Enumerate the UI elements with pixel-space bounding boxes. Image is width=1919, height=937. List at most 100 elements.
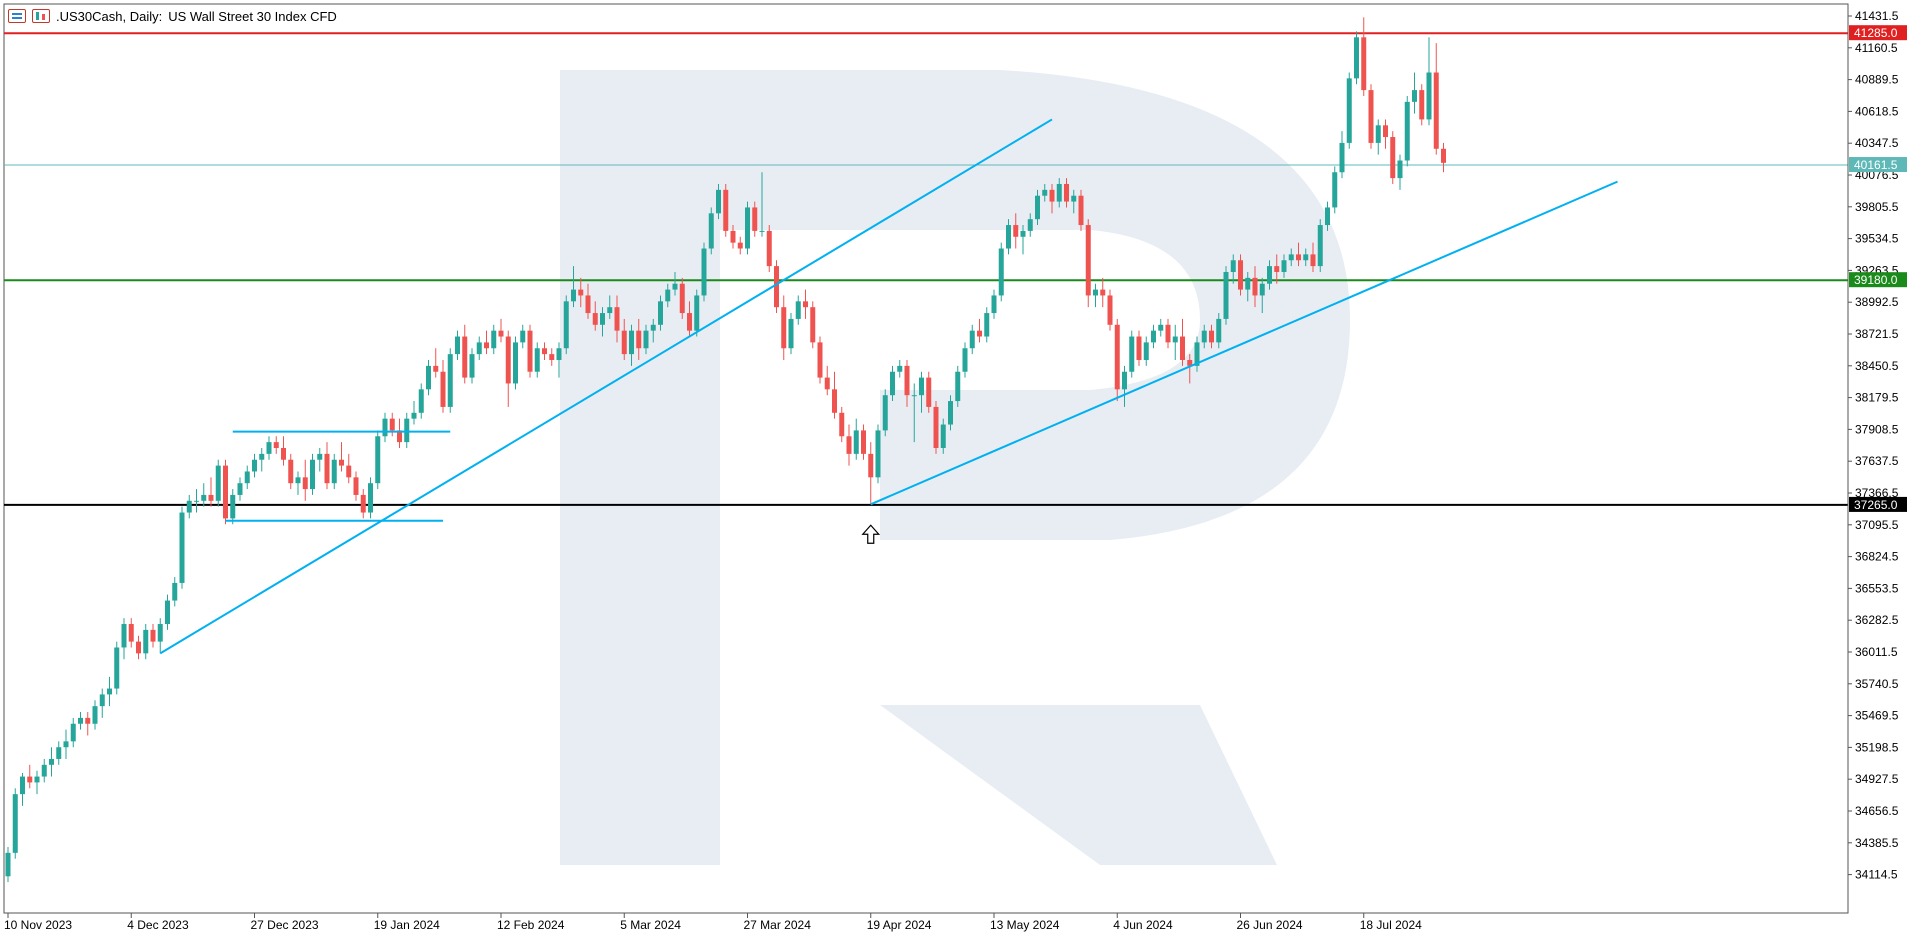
- candle: [846, 424, 852, 466]
- candles-icon[interactable]: [32, 9, 50, 23]
- y-tick-label: 41431.5: [1855, 9, 1899, 23]
- candle-body: [803, 301, 808, 308]
- candle-body: [969, 330, 975, 349]
- candle: [600, 307, 605, 337]
- candle: [1354, 31, 1359, 85]
- candle: [1238, 254, 1243, 296]
- candle-body: [534, 348, 540, 372]
- price-label-bg: [1849, 272, 1907, 288]
- candle: [694, 289, 700, 337]
- candle-body: [1238, 260, 1243, 290]
- candle-body: [186, 500, 192, 513]
- candle: [774, 260, 779, 314]
- candle: [563, 295, 569, 355]
- y-tick-label: 40347.5: [1855, 136, 1899, 150]
- candle: [1296, 242, 1301, 267]
- candle: [368, 477, 373, 519]
- candle-body: [237, 483, 243, 495]
- candle-body: [1288, 254, 1294, 261]
- candle: [114, 641, 120, 695]
- candle-body: [462, 336, 468, 378]
- candle-body: [1006, 225, 1011, 249]
- candle: [440, 359, 446, 413]
- candle-body: [875, 430, 881, 478]
- candle: [708, 207, 714, 255]
- candle-body: [70, 723, 76, 742]
- candle-body: [650, 324, 656, 331]
- candle: [266, 436, 272, 460]
- candle: [1310, 242, 1316, 272]
- candle: [520, 324, 526, 349]
- price-label-text: 40161.5: [1854, 158, 1898, 172]
- candle: [411, 401, 417, 425]
- candle-body: [368, 483, 373, 513]
- candle-body: [1245, 277, 1251, 290]
- candle-body: [1151, 330, 1156, 343]
- y-tick-label: 37908.5: [1855, 422, 1899, 436]
- candle-body: [1209, 330, 1214, 343]
- candle: [1404, 95, 1410, 167]
- candle: [1020, 225, 1026, 255]
- candle-body: [759, 230, 765, 232]
- candle: [462, 324, 468, 384]
- candle: [810, 301, 816, 349]
- candle-body: [832, 389, 837, 413]
- candle: [1390, 131, 1396, 184]
- candle: [1383, 119, 1388, 149]
- candle: [244, 465, 250, 490]
- candle-body: [592, 313, 598, 325]
- candle: [1223, 266, 1229, 325]
- candle: [491, 324, 497, 355]
- candle: [194, 489, 199, 513]
- candle: [585, 283, 591, 319]
- y-tick-label: 35740.5: [1855, 677, 1899, 691]
- candle-body: [346, 465, 352, 478]
- y-tick-label: 34114.5: [1855, 868, 1898, 882]
- candle: [136, 635, 141, 660]
- candle: [766, 225, 772, 272]
- candle-body: [643, 330, 649, 349]
- support-green-price-label: 39180.0: [1849, 272, 1907, 288]
- chart-list-icon[interactable]: [8, 9, 26, 23]
- candle-body: [92, 706, 98, 724]
- candle-body: [810, 307, 816, 343]
- candle-body: [991, 295, 997, 314]
- candle-body: [121, 624, 127, 648]
- candle: [621, 318, 627, 360]
- candle-body: [904, 365, 910, 396]
- candle-body: [527, 330, 533, 372]
- candle-body: [1383, 125, 1388, 138]
- candle: [281, 436, 286, 466]
- x-tick-label: 18 Jul 2024: [1360, 918, 1422, 932]
- candle: [701, 242, 707, 302]
- candle-body: [919, 377, 924, 396]
- candle-body: [933, 406, 939, 448]
- candle-body: [317, 453, 323, 460]
- candle-body: [41, 764, 47, 777]
- candle-body: [1136, 336, 1142, 360]
- candle: [977, 318, 982, 343]
- candle: [165, 594, 170, 630]
- y-tick-label: 36824.5: [1855, 550, 1899, 564]
- candle-body: [774, 266, 779, 308]
- candle-body: [397, 430, 402, 443]
- candle: [1027, 213, 1033, 237]
- candle-body: [701, 248, 707, 296]
- candle-body: [578, 289, 584, 296]
- candle-body: [839, 412, 845, 437]
- candle: [418, 383, 424, 419]
- candle: [824, 365, 830, 396]
- symbol-description: US Wall Street 30 Index CFD: [168, 8, 337, 24]
- candle-body: [781, 307, 787, 349]
- candle: [875, 424, 881, 484]
- candle-body: [1064, 183, 1069, 202]
- candle-body: [846, 436, 852, 454]
- candle: [940, 418, 946, 454]
- candle: [5, 846, 11, 883]
- candle-body: [63, 741, 69, 748]
- y-tick-label: 36553.5: [1855, 581, 1899, 595]
- candle: [919, 371, 924, 413]
- candle: [636, 318, 642, 360]
- price-label-text: 39180.0: [1854, 273, 1898, 287]
